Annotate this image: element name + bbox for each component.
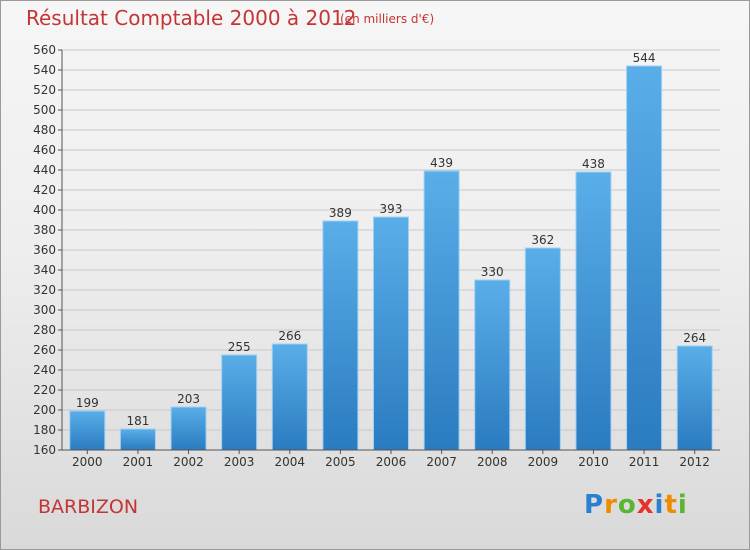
logo-letter: t [664, 490, 678, 520]
bar-2010 [575, 171, 612, 451]
x-tick-label-2005: 2005 [325, 455, 356, 469]
x-tick-label-2004: 2004 [274, 455, 305, 469]
y-tick-label: 480 [33, 123, 56, 137]
bar-2001 [119, 428, 156, 451]
y-tick-label: 280 [33, 323, 56, 337]
logo-letter: o [617, 490, 637, 520]
y-tick-label: 220 [33, 383, 56, 397]
proxiti-logo: Proxiti [584, 490, 688, 520]
y-tick-label: 180 [33, 423, 56, 437]
x-tick-label-2007: 2007 [426, 455, 457, 469]
y-tick-label: 420 [33, 183, 56, 197]
bar-2006 [373, 216, 409, 451]
data-label-2001: 181 [126, 414, 149, 428]
data-label-2007: 439 [430, 156, 453, 170]
x-tick-label-2010: 2010 [578, 455, 609, 469]
x-tick-label-2012: 2012 [679, 455, 710, 469]
y-tick-label: 460 [33, 143, 56, 157]
data-label-2008: 330 [481, 265, 504, 279]
y-tick-label: 340 [33, 263, 56, 277]
data-label-2005: 389 [329, 206, 352, 220]
y-tick-label: 400 [33, 203, 56, 217]
x-tick-label-2001: 2001 [123, 455, 154, 469]
data-label-2006: 393 [380, 202, 403, 216]
x-tick-label-2009: 2009 [528, 455, 559, 469]
x-tick-label-2002: 2002 [173, 455, 204, 469]
y-tick-label: 260 [33, 343, 56, 357]
bar-2003 [221, 354, 258, 451]
data-label-2003: 255 [228, 340, 251, 354]
y-tick-label: 240 [33, 363, 56, 377]
y-tick-label: 200 [33, 403, 56, 417]
bar-2002 [170, 406, 207, 451]
logo-letter: i [677, 490, 688, 520]
y-tick-label: 380 [33, 223, 56, 237]
logo-letter: P [584, 490, 605, 520]
data-labels: 199 181 203 255 266 389 393 439 330 362 438 544 264 [76, 51, 706, 428]
logo-letter: i [654, 490, 665, 520]
y-tick-label: 500 [33, 103, 56, 117]
data-label-2004: 266 [278, 329, 301, 343]
y-tick-label: 520 [33, 83, 56, 97]
x-tick-label-2006: 2006 [376, 455, 407, 469]
x-tick-label-2003: 2003 [224, 455, 255, 469]
y-tick-label: 440 [33, 163, 56, 177]
data-label-2012: 264 [683, 331, 706, 345]
y-tick-label: 560 [33, 43, 56, 57]
y-tick-label: 300 [33, 303, 56, 317]
y-tick-label: 320 [33, 283, 56, 297]
bar-2005 [322, 220, 359, 451]
data-label-2002: 203 [177, 392, 200, 406]
chart-subtitle: (en milliers d'€) [340, 12, 435, 26]
logo-letter: x [636, 490, 655, 520]
location-label: BARBIZON [38, 496, 139, 518]
data-label-2009: 362 [531, 233, 554, 247]
data-label-2011: 544 [633, 51, 656, 65]
y-tick-label: 360 [33, 243, 56, 257]
bar-2004 [271, 343, 308, 451]
axes: 160 180 200 220 240 260 280 300 320 340 360 380 400 4… [33, 43, 720, 469]
y-tick-label: 540 [33, 63, 56, 77]
x-tick-label-2000: 2000 [72, 455, 103, 469]
bar-2007 [423, 170, 460, 451]
x-tick-label-2008: 2008 [477, 455, 508, 469]
chart-title: Résultat Comptable 2000 à 2012 [26, 6, 357, 30]
bar-2008 [474, 279, 511, 451]
logo-letter: r [604, 490, 618, 520]
bar-2012 [676, 345, 713, 451]
data-label-2010: 438 [582, 157, 605, 171]
y-tick-label: 160 [33, 443, 56, 457]
x-tick-label-2011: 2011 [629, 455, 660, 469]
bar-2009 [524, 247, 561, 451]
bar-2000 [69, 410, 106, 451]
bar-2011 [626, 65, 663, 451]
bars [69, 65, 713, 451]
data-label-2000: 199 [76, 396, 99, 410]
